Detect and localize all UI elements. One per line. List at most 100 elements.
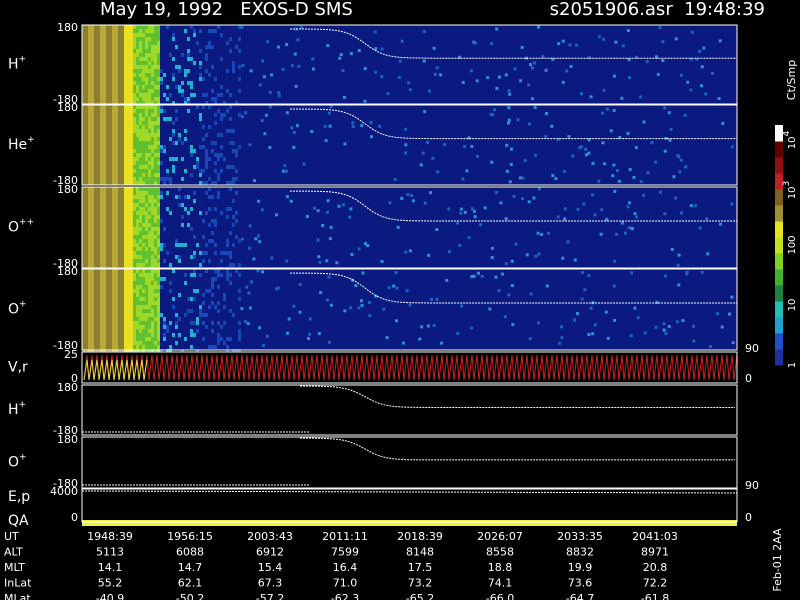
spectrogram-cell — [235, 177, 238, 181]
spectrogram-cell — [142, 57, 145, 61]
spectrogram-cell — [88, 85, 91, 89]
spectrogram-cell — [109, 191, 112, 195]
spectrogram-cell — [157, 161, 160, 165]
spectrogram-cell — [100, 153, 103, 157]
spectrogram-speck — [435, 297, 439, 301]
spectrogram-cell — [97, 211, 100, 215]
colorbar-step — [775, 253, 783, 270]
spectrogram-cell — [82, 49, 85, 53]
spectrogram-cell — [214, 251, 217, 255]
spectrogram-speck — [470, 145, 474, 149]
spectrogram-cell — [100, 113, 103, 117]
spectrogram-cell — [97, 187, 100, 191]
spectrogram-cell — [157, 215, 160, 219]
spectrogram-cell — [193, 251, 196, 255]
spectrogram-cell — [100, 317, 103, 321]
spectrogram-cell — [112, 269, 115, 273]
spectrogram-speck — [323, 124, 327, 128]
spectrogram-speck — [507, 89, 511, 93]
ephemeris-cell: 5113 — [96, 546, 124, 559]
spectrogram-speck — [513, 67, 517, 71]
spectrogram-cell — [136, 29, 139, 33]
spectrogram-cell — [112, 227, 115, 231]
spectrogram-cell — [103, 313, 106, 317]
spectrogram-cell — [118, 133, 121, 137]
spectrogram-cell — [139, 169, 142, 173]
y-tick-label: 180 — [57, 101, 78, 114]
spectrogram-cell — [214, 153, 217, 157]
spectrogram-speck — [533, 106, 537, 110]
ephemeris-cell: 6912 — [256, 546, 284, 559]
spectrogram-cell — [100, 145, 103, 149]
spectrogram-cell — [118, 207, 121, 211]
spectrogram-cell — [190, 255, 193, 259]
spectrogram-cell — [226, 239, 229, 243]
spectrogram-speck — [480, 274, 484, 278]
spectrogram-cell — [100, 203, 103, 207]
spectrogram-cell — [85, 37, 88, 41]
spectrogram-cell — [154, 231, 157, 235]
spectrogram-cell — [208, 29, 211, 33]
spectrogram-speck — [527, 83, 531, 87]
spectrogram-cell — [193, 297, 196, 301]
spectrogram-cell — [91, 25, 94, 29]
spectrogram-cell — [130, 285, 133, 289]
spectrogram-cell — [106, 305, 109, 309]
spectrogram-cell — [154, 269, 157, 273]
spectrogram-cell — [112, 223, 115, 227]
spectrogram-cell — [208, 207, 211, 211]
spectrogram-cell — [112, 93, 115, 97]
spectrogram-cell — [106, 281, 109, 285]
spectrogram-speck — [674, 37, 678, 41]
spectrogram-cell — [112, 325, 115, 329]
spectrogram-cell — [97, 145, 100, 149]
spectrogram-cell — [166, 191, 169, 195]
spectrogram-cell — [220, 57, 223, 61]
spectrogram-cell — [100, 277, 103, 281]
spectrogram-cell — [106, 149, 109, 153]
spectrogram-cell — [139, 263, 142, 267]
spectrogram-cell — [154, 321, 157, 325]
spectrogram-speck — [341, 69, 345, 73]
spectrogram-speck — [633, 212, 637, 216]
spectrogram-cell — [103, 157, 106, 161]
spectrogram-cell — [124, 313, 127, 317]
spectrogram-cell — [127, 341, 130, 345]
velocity-trace — [83, 354, 738, 381]
spectrogram-speck — [289, 199, 293, 203]
spectrogram-cell — [136, 129, 139, 133]
spectrogram-speck — [422, 59, 426, 63]
spectrogram-cell — [229, 207, 232, 211]
spectrogram-cell — [199, 117, 202, 121]
spectrogram-cell — [106, 133, 109, 137]
spectrogram-cell — [103, 211, 106, 215]
spectrogram-cell — [85, 61, 88, 65]
spectrogram-cell — [103, 227, 106, 231]
spectrogram-cell — [232, 149, 235, 153]
spectrogram-speck — [705, 217, 709, 221]
spectrogram-cell — [208, 157, 211, 161]
spectrogram-cell — [121, 187, 124, 191]
spectrogram-cell — [142, 297, 145, 301]
spectrogram-speck — [605, 217, 609, 221]
spectrogram-cell — [85, 259, 88, 263]
spectrogram-cell — [103, 321, 106, 325]
spectrogram-cell — [160, 105, 163, 109]
spectrogram-speck — [654, 160, 658, 164]
spectrogram-cell — [124, 293, 127, 297]
spectrogram-cell — [94, 77, 97, 81]
spectrogram-speck — [248, 143, 252, 147]
spectrogram-cell — [127, 219, 130, 223]
spectrogram-cell — [202, 337, 205, 341]
spectrogram-cell — [127, 227, 130, 231]
spectrogram-cell — [85, 181, 88, 185]
spectrogram-speck — [627, 226, 631, 230]
spectrogram-cell — [109, 173, 112, 177]
spectrogram-cell — [112, 45, 115, 49]
spectrogram-cell — [91, 97, 94, 101]
spectrogram-cell — [217, 309, 220, 313]
spectrogram-cell — [196, 289, 199, 293]
spectrogram-cell — [133, 317, 136, 321]
spectrogram-cell — [139, 211, 142, 215]
spectrogram-cell — [148, 243, 151, 247]
